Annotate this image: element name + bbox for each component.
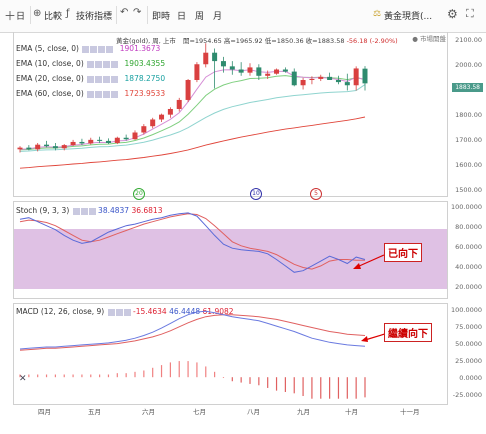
gold-icon: ⚖ — [373, 9, 382, 19]
watermark-logo: ✕ — [19, 374, 27, 384]
indicators-icon: ƒ — [66, 8, 70, 19]
macd-legend[interactable]: MACD (12, 26, close, 9) -15.4634 46.4448… — [16, 307, 234, 316]
interval-selector[interactable]: 日 — [16, 12, 26, 22]
macd-pane[interactable] — [13, 303, 448, 405]
macd-tick: 100.0000 — [450, 306, 482, 314]
macd-axis: 100.0000 75.0000 50.0000 25.0000 0.0000 … — [448, 303, 486, 403]
price-axis[interactable]: 2100.00 2000.00 1900.00 1800.00 1700.00 … — [448, 32, 486, 197]
event-marker[interactable]: 5 — [310, 188, 322, 200]
macd-tick: -25.0000 — [452, 391, 482, 399]
stoch-axis: 100.0000 80.0000 60.0000 40.0000 20.0000 — [448, 201, 486, 297]
compare-icon: ⊕ — [33, 8, 42, 19]
x-tick: 四月 — [38, 408, 51, 416]
last-price-badge: 1883.58 — [452, 83, 483, 92]
legend-ema20[interactable]: EMA (20, close, 0) 1878.2750 — [16, 74, 166, 83]
x-tick: 七月 — [193, 408, 206, 416]
price-tick: 1700.00 — [455, 136, 482, 144]
stoch-tick: 100.0000 — [450, 203, 482, 211]
gear-icon[interactable]: ⚙ — [447, 7, 458, 21]
x-tick: 六月 — [142, 408, 155, 416]
symbol-selector[interactable]: 黃金現貨(... — [384, 12, 433, 22]
stoch-tick: 80.0000 — [455, 223, 482, 231]
intraday-button[interactable]: 即時 — [152, 12, 171, 22]
price-tick: 1800.00 — [455, 111, 482, 119]
macd-tick: 75.0000 — [455, 323, 482, 331]
undo-icon[interactable]: ↶ — [120, 7, 129, 18]
price-pane[interactable] — [13, 32, 448, 197]
x-tick: 九月 — [297, 408, 310, 416]
x-tick: 八月 — [247, 408, 260, 416]
x-tick: 十一月 — [400, 408, 420, 416]
macd-tick: 0.0000 — [459, 374, 482, 382]
stoch-tick: 60.0000 — [455, 243, 482, 251]
stoch-pane[interactable] — [13, 201, 448, 299]
day-button[interactable]: 日 — [177, 12, 187, 22]
month-button[interactable]: 月 — [213, 12, 223, 22]
plus-icon[interactable]: ＋ — [4, 9, 17, 23]
x-tick: 十月 — [345, 408, 358, 416]
stoch-legend[interactable]: Stoch (9, 3, 3) 38.4837 36.6813 — [16, 206, 163, 215]
legend-ema10[interactable]: EMA (10, close, 0) 1903.4355 — [16, 59, 166, 68]
price-tick: 2100.00 — [455, 36, 482, 44]
compare-button[interactable]: 比較 — [44, 12, 63, 22]
macd-tick: 50.0000 — [455, 340, 482, 348]
week-button[interactable]: 周 — [195, 12, 205, 22]
ohlc-readout: 黃金(gold), 周, 上市 開=1954.65 高=1965.92 低=18… — [116, 37, 398, 45]
indicators-button[interactable]: 技術指標 — [76, 12, 113, 22]
price-tick: 1500.00 — [455, 186, 482, 194]
x-tick: 五月 — [88, 408, 101, 416]
event-marker[interactable]: 20 — [133, 188, 145, 200]
stoch-tick: 20.0000 — [455, 283, 482, 291]
stoch-tick: 40.0000 — [455, 263, 482, 271]
price-tick: 1600.00 — [455, 161, 482, 169]
stoch-annotation: 已向下 — [384, 243, 422, 262]
fullscreen-icon[interactable]: ⛶ — [466, 7, 474, 20]
legend-ema60[interactable]: EMA (60, close, 0) 1723.9533 — [16, 89, 166, 98]
market-status: ● 市場開盤 — [412, 35, 446, 43]
legend-ema5[interactable]: EMA (5, close, 0) 1901.3673 — [16, 44, 161, 53]
price-tick: 2000.00 — [455, 61, 482, 69]
toolbar: ＋ 日 ⊕ 比較 ƒ 技術指標 ↶ ↷ 即時 日 周 月 ⚖ 黃金現貨(... … — [0, 0, 486, 33]
redo-icon[interactable]: ↷ — [133, 7, 142, 18]
macd-tick: 25.0000 — [455, 357, 482, 365]
event-marker[interactable]: 10 — [250, 188, 262, 200]
macd-annotation: 繼續向下 — [384, 323, 432, 342]
